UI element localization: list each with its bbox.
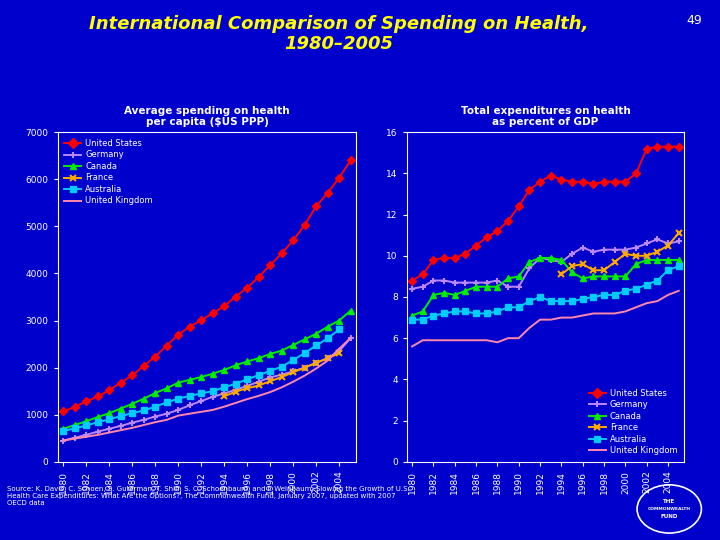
Legend: United States, Germany, Canada, France, Australia, United Kingdom: United States, Germany, Canada, France, … (586, 386, 680, 457)
Title: Average spending on health
per capita ($US PPP): Average spending on health per capita ($… (124, 106, 290, 127)
Text: Source: K. Davis, C. Schoen, S. Guterman, T. Shih, S. C. Schoenbaum, and I. Wein: Source: K. Davis, C. Schoen, S. Guterman… (7, 486, 410, 506)
Text: International Comparison of Spending on Health,: International Comparison of Spending on … (89, 15, 588, 33)
Text: FUND: FUND (660, 514, 678, 519)
Text: 49: 49 (686, 14, 702, 26)
Text: THE: THE (663, 499, 675, 504)
Legend: United States, Germany, Canada, France, Australia, United Kingdom: United States, Germany, Canada, France, … (62, 137, 156, 208)
Title: Total expenditures on health
as percent of GDP: Total expenditures on health as percent … (461, 106, 630, 127)
Text: 1980–2005: 1980–2005 (284, 35, 393, 53)
Text: COMMONWEALTH: COMMONWEALTH (648, 507, 690, 511)
